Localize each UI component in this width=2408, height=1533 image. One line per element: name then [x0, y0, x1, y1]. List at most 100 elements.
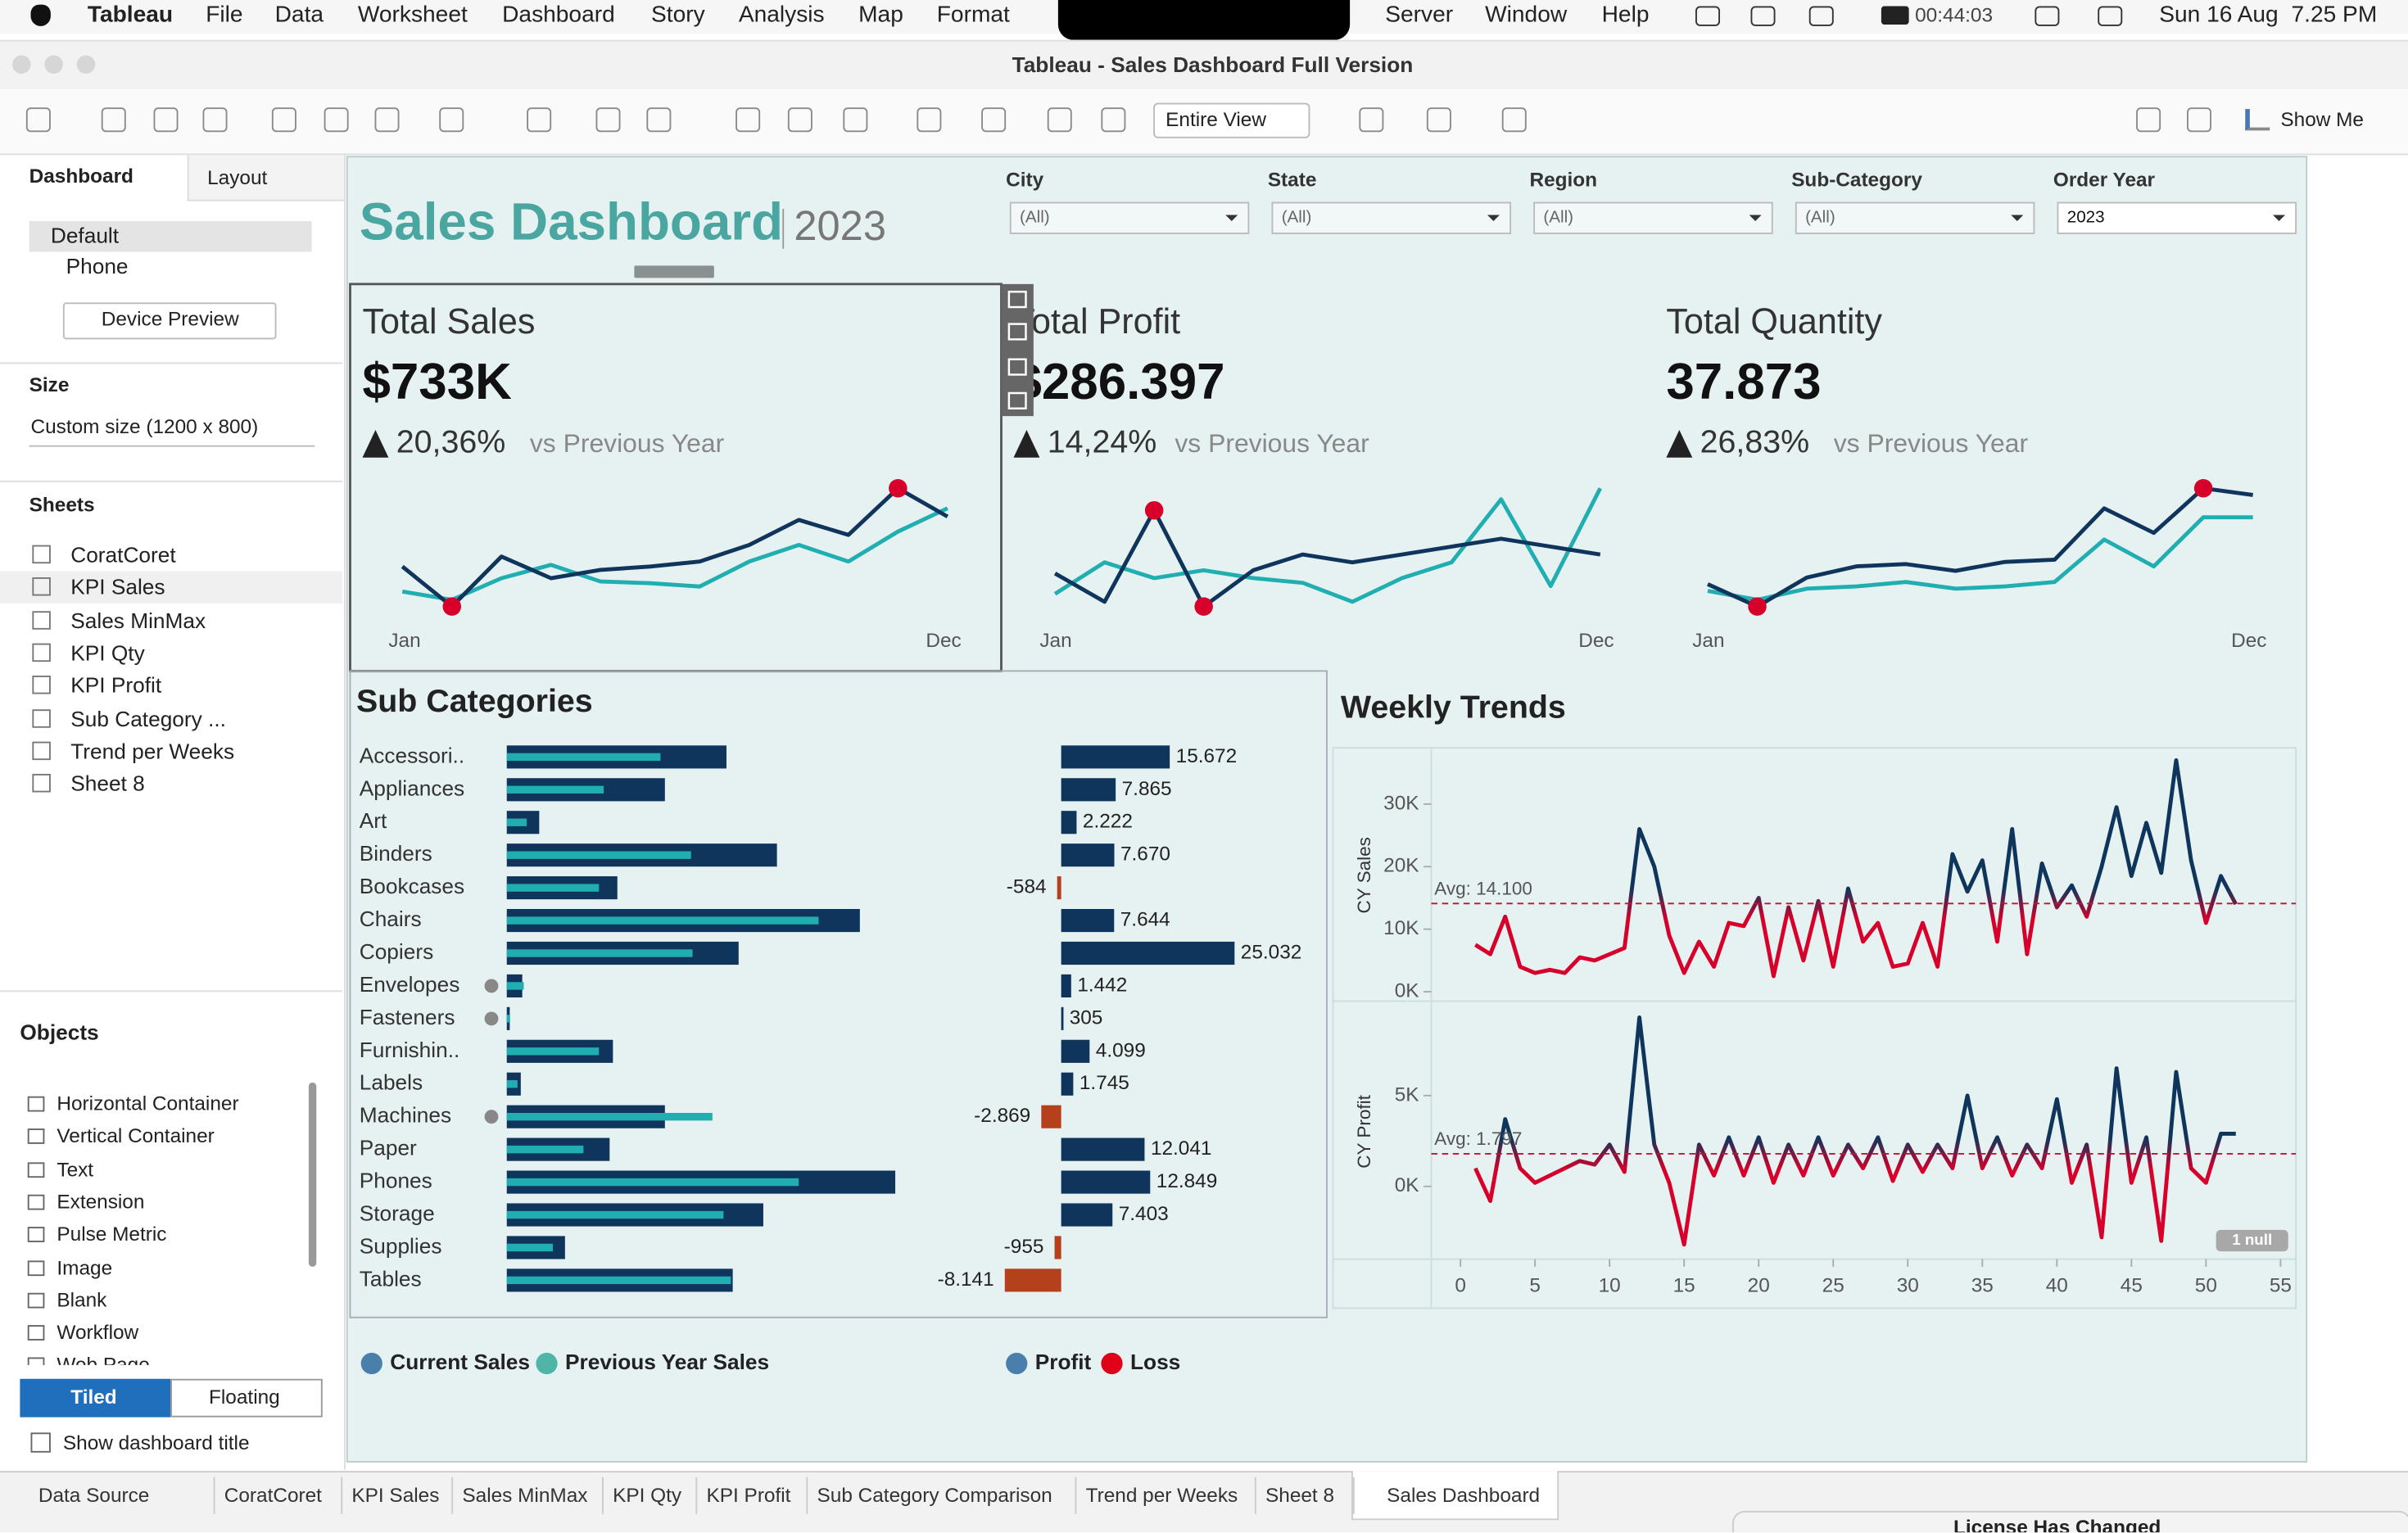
window-button[interactable] — [44, 55, 63, 74]
object-item[interactable]: Extension — [57, 1189, 145, 1214]
legend-label[interactable]: Profit — [1035, 1350, 1092, 1374]
show-title[interactable]: Show dashboard title — [62, 1431, 250, 1454]
filter-dropdown[interactable] — [1271, 201, 1511, 234]
fit-value[interactable]: Entire View — [1166, 107, 1266, 131]
show-me-icon[interactable] — [2245, 109, 2270, 131]
legend-swatch[interactable] — [1006, 1352, 1028, 1375]
fit-select[interactable] — [1153, 102, 1310, 138]
filter-dropdown[interactable] — [1009, 201, 1250, 234]
toolbar-button[interactable] — [1047, 107, 1072, 133]
sheet-item[interactable]: Sheet 8 — [70, 771, 145, 796]
toolbar-button[interactable] — [595, 107, 621, 133]
sidebar-tab[interactable]: Dashboard — [29, 164, 134, 188]
toolbar-button[interactable] — [324, 107, 349, 133]
legend-label[interactable]: Loss — [1130, 1350, 1180, 1374]
object-item[interactable]: Text — [57, 1156, 94, 1181]
legend-swatch[interactable] — [360, 1352, 382, 1375]
device-preview-button[interactable] — [62, 302, 277, 340]
null-badge[interactable] — [2216, 1229, 2288, 1252]
device[interactable]: Phone — [66, 253, 129, 278]
filter-value[interactable]: (All) — [1282, 208, 1312, 227]
toolbar-button[interactable] — [736, 107, 761, 133]
menu-item[interactable]: File — [206, 1, 243, 28]
toolbar-button[interactable] — [101, 107, 126, 133]
filter-dropdown[interactable] — [2057, 201, 2297, 234]
sheet-tab[interactable]: Sub Category Comparison — [817, 1483, 1052, 1507]
sheet-item[interactable]: KPI Qty — [70, 640, 145, 665]
menu-item[interactable]: Analysis — [738, 1, 825, 28]
sheet-item[interactable]: Sub Category ... — [70, 705, 226, 730]
window-button[interactable] — [76, 55, 96, 74]
layout-mode[interactable]: Tiled — [70, 1385, 117, 1409]
device[interactable]: Default — [50, 222, 120, 247]
zone-tool[interactable] — [1007, 323, 1027, 341]
menu-item[interactable]: Map — [858, 1, 903, 28]
object-item[interactable]: Pulse Metric — [57, 1222, 167, 1246]
sheet-tab[interactable]: CoratCoret — [224, 1483, 322, 1507]
toolbar-button[interactable] — [2136, 107, 2161, 133]
object-item[interactable]: Workflow — [57, 1320, 139, 1344]
toolbar-button[interactable] — [202, 107, 228, 133]
toolbar-button[interactable] — [787, 107, 812, 133]
sheet-tab[interactable]: Trend per Weeks — [1085, 1483, 1238, 1507]
sheet-tab[interactable]: KPI Profit — [706, 1483, 791, 1507]
filter-value[interactable]: 2023 — [2067, 208, 2105, 227]
filter-value[interactable]: (All) — [1020, 208, 1050, 227]
menu-item[interactable]: Data — [274, 1, 324, 28]
sheet-item[interactable]: KPI Sales — [70, 574, 165, 599]
toolbar-button[interactable] — [271, 107, 296, 133]
toolbar-button[interactable] — [1101, 107, 1126, 133]
window-button[interactable] — [12, 55, 31, 74]
object-item[interactable]: Horizontal Container — [57, 1092, 239, 1115]
sheet-tab[interactable]: Sales MinMax — [462, 1483, 588, 1507]
toolbar-button[interactable] — [1426, 107, 1451, 133]
sheet-item[interactable]: KPI Profit — [70, 672, 162, 698]
sidebar-tab[interactable]: Layout — [207, 165, 268, 189]
sheet-tab[interactable]: Sheet 8 — [1265, 1483, 1335, 1507]
sheet-tab[interactable]: KPI Qty — [613, 1483, 682, 1507]
toolbar-button[interactable] — [1501, 107, 1527, 133]
legend-swatch[interactable] — [1101, 1352, 1123, 1375]
toolbar-button[interactable] — [439, 107, 464, 133]
toolbar-button[interactable] — [527, 107, 552, 133]
toolbar-button[interactable] — [646, 107, 672, 133]
toolbar-button[interactable] — [843, 107, 868, 133]
zone-tool[interactable] — [1007, 358, 1027, 376]
sheet-item[interactable]: Sales MinMax — [70, 607, 206, 632]
sheet-tab[interactable]: KPI Sales — [351, 1483, 440, 1507]
sheet-item[interactable]: Trend per Weeks — [70, 738, 235, 763]
menu-item[interactable]: Dashboard — [502, 1, 615, 28]
toolbar-button[interactable] — [1359, 107, 1384, 133]
toolbar-button[interactable] — [981, 107, 1007, 133]
show-me[interactable]: Show Me — [2280, 107, 2365, 131]
floating-button[interactable] — [170, 1378, 323, 1418]
menu-item[interactable]: Help — [1601, 1, 1650, 28]
object-item[interactable]: Blank — [57, 1287, 107, 1311]
toolbar-button[interactable] — [374, 107, 400, 133]
filter-value[interactable]: (All) — [1543, 208, 1573, 227]
size-select[interactable]: Custom size (1200 x 800) — [30, 414, 259, 438]
legend-label[interactable]: Previous Year Sales — [565, 1350, 769, 1374]
legend-swatch[interactable] — [536, 1352, 558, 1375]
object-item[interactable]: Image — [57, 1255, 113, 1278]
toolbar-button[interactable] — [2187, 107, 2211, 133]
menu-item[interactable]: Window — [1485, 1, 1568, 28]
app-name[interactable]: Tableau — [87, 1, 174, 28]
sidebar-tab-inactive[interactable] — [187, 155, 344, 201]
toolbar-button[interactable] — [25, 107, 51, 133]
checkbox[interactable] — [30, 1432, 51, 1453]
filter-dropdown[interactable] — [1795, 201, 2035, 234]
menu-item[interactable]: Format — [936, 1, 1010, 28]
null-label[interactable]: 1 null — [2232, 1231, 2272, 1248]
object-item[interactable]: Web Page — [57, 1353, 150, 1365]
layout-mode[interactable]: Floating — [209, 1385, 280, 1409]
legend-label[interactable]: Current Sales — [390, 1350, 530, 1374]
device-preview[interactable]: Device Preview — [101, 307, 239, 331]
sheet-tab[interactable]: Data Source — [38, 1483, 150, 1507]
menu-item[interactable]: Server — [1385, 1, 1454, 28]
sheet-tab[interactable]: Sales Dashboard — [1387, 1483, 1541, 1507]
tiled-button[interactable] — [20, 1378, 171, 1418]
filter-dropdown[interactable] — [1533, 201, 1773, 234]
object-item[interactable]: Vertical Container — [57, 1124, 215, 1148]
toolbar-button[interactable] — [153, 107, 179, 133]
